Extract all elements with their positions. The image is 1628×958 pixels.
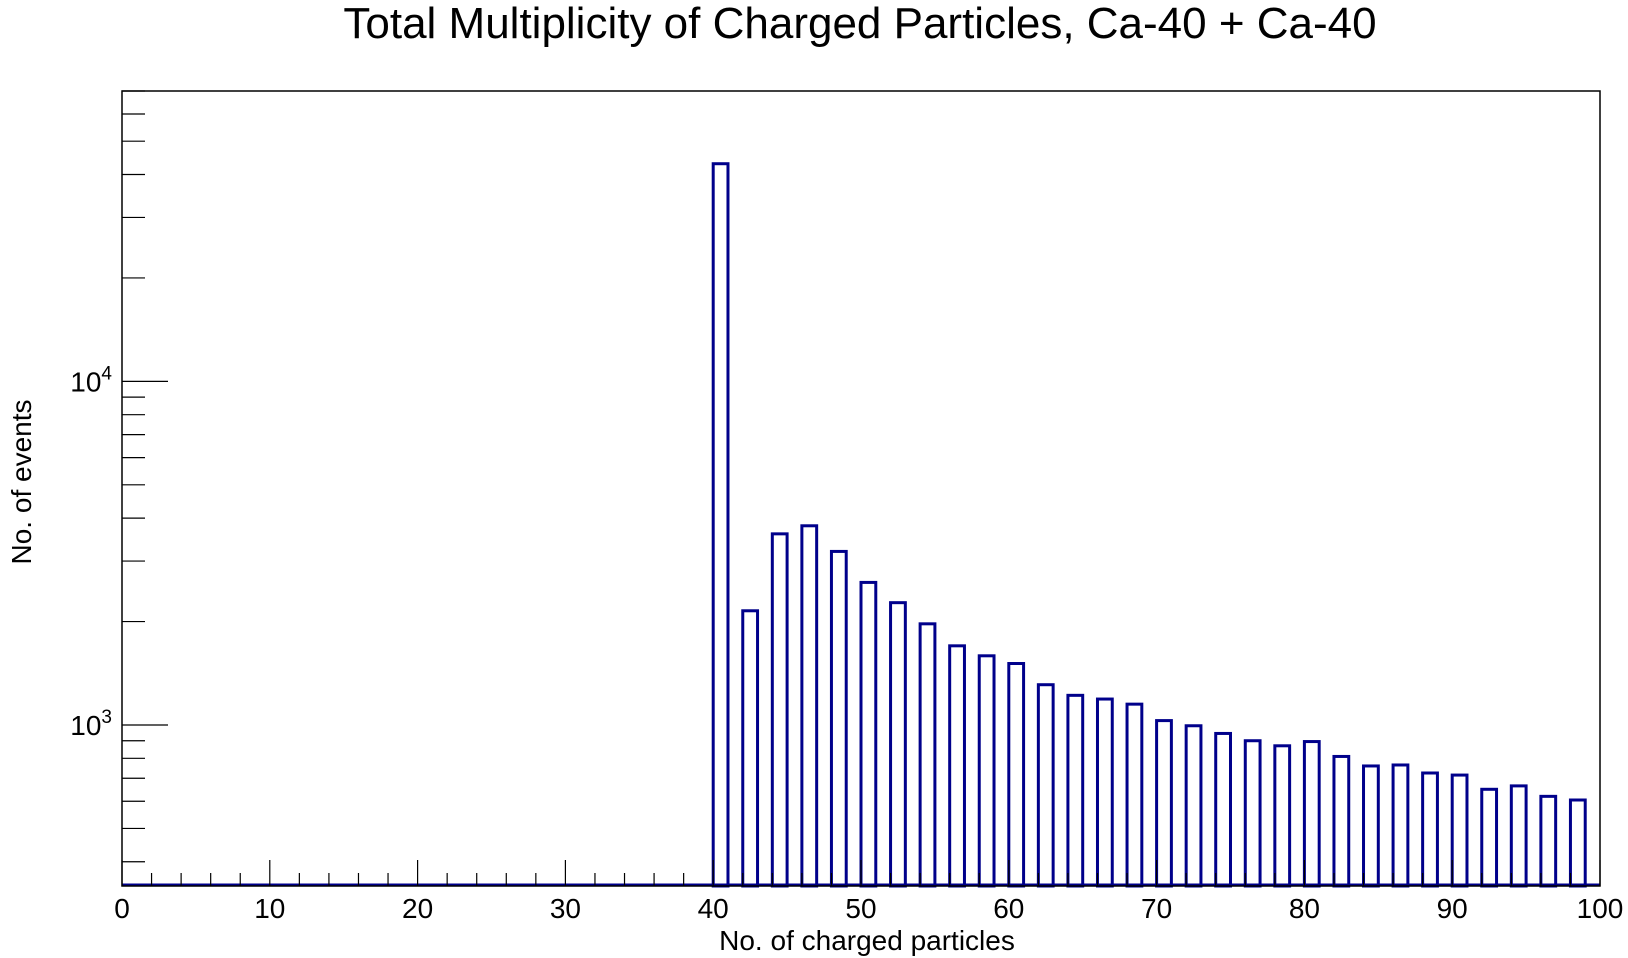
- x-tick-label-50: 50: [845, 893, 876, 924]
- chart-title: Total Multiplicity of Charged Particles,…: [343, 0, 1376, 48]
- x-tick-label-40: 40: [698, 893, 729, 924]
- x-tick-label-70: 70: [1141, 893, 1172, 924]
- x-ticks-group: [121, 860, 1601, 886]
- y-axis-label: No. of events: [6, 400, 37, 565]
- x-tick-label-80: 80: [1289, 893, 1320, 924]
- x-tick-label-10: 10: [254, 893, 285, 924]
- x-tick-label-20: 20: [402, 893, 433, 924]
- bars-group: [122, 162, 1600, 888]
- x-tick-label-0: 0: [114, 893, 130, 924]
- x-tick-labels-group: 0 10 20 30 40 50 60 70 80 90 100: [114, 893, 1623, 924]
- x-tick-label-100: 100: [1577, 893, 1624, 924]
- x-tick-label-60: 60: [993, 893, 1024, 924]
- x-tick-label-30: 30: [550, 893, 581, 924]
- plot-frame: [121, 90, 1601, 887]
- x-tick-label-90: 90: [1437, 893, 1468, 924]
- y-tick-label-10000: 104: [70, 363, 112, 397]
- y-tick-labels-group: 103 104: [70, 363, 112, 741]
- x-axis-label: No. of charged particles: [719, 925, 1015, 956]
- y-ticks-group: [122, 90, 168, 863]
- y-tick-label-1000: 103: [70, 707, 112, 741]
